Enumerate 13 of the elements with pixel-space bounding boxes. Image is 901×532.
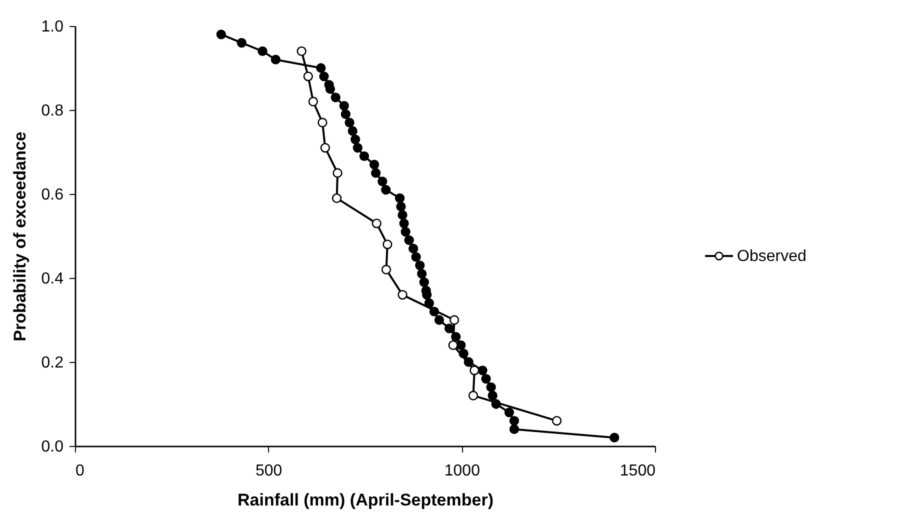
- legend-label: Observed: [737, 248, 806, 265]
- y-axis-title: Probability of exceedance: [10, 132, 30, 342]
- y-tick-label: 0.4: [41, 270, 64, 288]
- y-tick-label: 1.0: [41, 18, 64, 36]
- y-tick-label: 0.0: [41, 438, 64, 456]
- x-tick-label: 1000: [444, 462, 480, 480]
- y-tick-label: 0.8: [41, 102, 64, 120]
- y-tick-label: 0.2: [41, 354, 64, 372]
- x-tick-label: 0: [76, 462, 84, 480]
- x-axis-title: Rainfall (mm) (April-September): [238, 490, 494, 510]
- y-tick-label: 0.6: [41, 186, 64, 204]
- x-tick-label: 1500: [620, 462, 656, 480]
- x-tick-label: 500: [255, 462, 282, 480]
